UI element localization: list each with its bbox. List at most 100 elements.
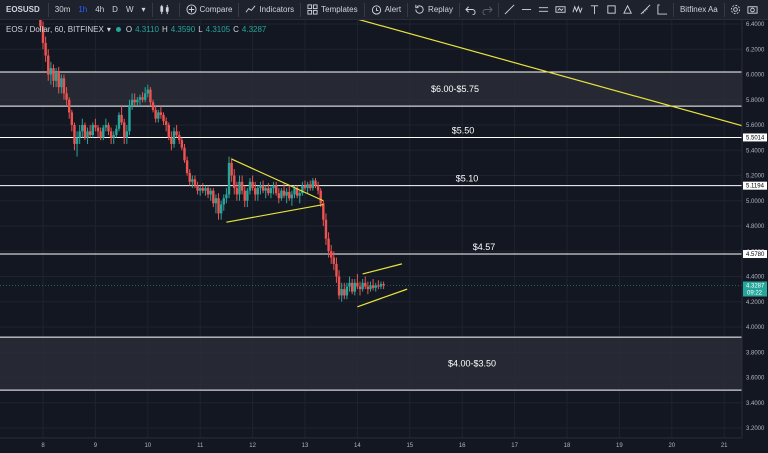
candle-body bbox=[112, 135, 115, 138]
toolbar-divider bbox=[238, 2, 240, 17]
candle-body bbox=[280, 190, 283, 199]
candle-body bbox=[65, 93, 68, 100]
candle-body bbox=[240, 181, 244, 191]
zone-rect bbox=[0, 71, 742, 107]
candle-body bbox=[70, 112, 74, 125]
candle-body bbox=[88, 131, 92, 136]
bar-style-button[interactable] bbox=[155, 0, 177, 19]
indicators-label: Indicators bbox=[259, 5, 295, 14]
candle-body bbox=[188, 172, 191, 182]
candle-body bbox=[201, 188, 205, 191]
candle-body bbox=[327, 238, 330, 252]
legend-dropdown-icon[interactable]: ▾ bbox=[106, 25, 111, 34]
candles-icon bbox=[159, 4, 169, 15]
legend-low-key: L bbox=[198, 25, 203, 34]
parallel-channel-tool[interactable] bbox=[535, 0, 552, 19]
indicators-icon bbox=[245, 5, 256, 13]
rectangle-fill-tool[interactable] bbox=[552, 0, 569, 19]
candle-body bbox=[246, 190, 249, 201]
undo-button[interactable] bbox=[462, 0, 479, 19]
alert-button[interactable]: Alert bbox=[367, 0, 405, 19]
candle-body bbox=[214, 198, 218, 204]
settings-button[interactable] bbox=[727, 0, 744, 19]
candle-body bbox=[47, 55, 50, 75]
price-tick-label: 3.8000 bbox=[746, 350, 765, 356]
measure-tool[interactable] bbox=[637, 0, 654, 19]
candle-body bbox=[233, 175, 236, 189]
interval-30m[interactable]: 30m bbox=[54, 5, 71, 14]
pattern-tool[interactable] bbox=[569, 0, 586, 19]
candle-body bbox=[322, 203, 325, 220]
candle-body bbox=[60, 78, 63, 88]
candle-body bbox=[348, 282, 351, 287]
shapes-tool[interactable] bbox=[620, 0, 637, 19]
candle-body bbox=[364, 282, 367, 287]
interval-w[interactable]: W bbox=[125, 5, 134, 14]
price-tick-label: 5.6000 bbox=[746, 123, 765, 129]
templates-button[interactable]: Templates bbox=[303, 0, 361, 19]
trend-line bbox=[358, 20, 768, 134]
candle-body bbox=[353, 282, 356, 292]
redo-button[interactable] bbox=[479, 0, 496, 19]
camera-button[interactable] bbox=[744, 0, 761, 19]
candle-body bbox=[356, 282, 359, 287]
candle-body bbox=[196, 185, 199, 191]
candle-body bbox=[104, 125, 108, 128]
replay-button[interactable]: Replay bbox=[410, 0, 457, 19]
interval-dropdown-icon[interactable]: ▾ bbox=[141, 5, 146, 14]
candle-body bbox=[44, 42, 47, 56]
candle-body bbox=[39, 20, 42, 27]
candle-body bbox=[146, 89, 149, 94]
countdown-label: 09:22 bbox=[747, 291, 763, 297]
price-tag-label: 4.5780 bbox=[746, 252, 765, 258]
candle-body bbox=[267, 188, 270, 194]
zoom-tool[interactable] bbox=[654, 0, 671, 19]
last-price-tag bbox=[743, 281, 767, 297]
legend-close: 4.3287 bbox=[241, 25, 267, 34]
legend-title: EOS / Dollar, 60, BITFINEX bbox=[6, 25, 104, 34]
candle-body bbox=[301, 185, 304, 194]
candle-body bbox=[115, 128, 118, 136]
toolbar-divider bbox=[178, 2, 180, 17]
candle-body bbox=[303, 185, 307, 189]
candle-body bbox=[358, 286, 362, 290]
candle-body bbox=[288, 191, 291, 199]
templates-icon bbox=[307, 4, 318, 15]
chart-font-label[interactable]: Bitfinex Aa bbox=[679, 5, 718, 14]
symbol-search[interactable]: EOSUSD bbox=[6, 5, 40, 14]
candle-body bbox=[345, 286, 349, 296]
interval-1h[interactable]: 1h bbox=[78, 5, 88, 14]
compare-button[interactable]: Compare bbox=[182, 0, 237, 19]
time-tick-label: 20 bbox=[668, 443, 675, 449]
trend-line-tool[interactable] bbox=[501, 0, 518, 19]
interval-4h[interactable]: 4h bbox=[95, 5, 105, 14]
toolbar-divider bbox=[723, 2, 725, 17]
candle-body bbox=[374, 285, 377, 288]
ruler-icon bbox=[640, 4, 651, 15]
interval-d[interactable]: D bbox=[112, 5, 118, 14]
candle-body bbox=[159, 112, 163, 115]
candle-body bbox=[170, 137, 173, 144]
candle-body bbox=[109, 131, 113, 138]
rectangle-fill-icon bbox=[555, 6, 566, 13]
price-chart[interactable]: $6.00-$5.75 $4.00-$3.50 $5.50 $5.10 $4.57 6.4… bbox=[0, 20, 768, 453]
toolbar-divider bbox=[407, 2, 409, 17]
trend-line-icon bbox=[504, 4, 515, 15]
rectangle-tool[interactable] bbox=[603, 0, 620, 19]
candle-body bbox=[227, 162, 231, 195]
horizontal-line-tool[interactable] bbox=[518, 0, 535, 19]
camera-icon bbox=[747, 6, 758, 14]
candle-body bbox=[154, 109, 157, 119]
candle-body bbox=[282, 190, 286, 196]
time-tick-label: 8 bbox=[41, 443, 45, 449]
time-tick-label: 16 bbox=[459, 443, 466, 449]
candle-body bbox=[149, 89, 152, 103]
candle-body bbox=[136, 99, 139, 103]
toolbar-divider bbox=[47, 2, 49, 17]
candle-body bbox=[251, 181, 254, 189]
indicators-button[interactable]: Indicators bbox=[241, 0, 298, 19]
candle-body bbox=[81, 125, 84, 132]
time-tick-label: 17 bbox=[511, 443, 518, 449]
text-tool[interactable] bbox=[586, 0, 603, 19]
time-tick-label: 12 bbox=[249, 443, 256, 449]
